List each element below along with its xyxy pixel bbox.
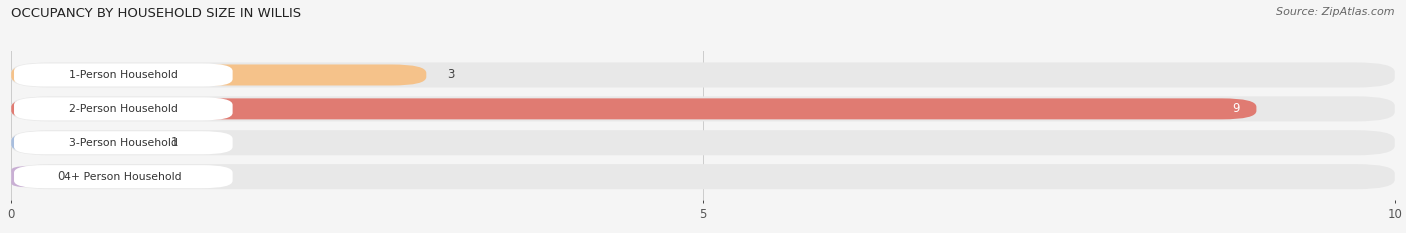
- Text: OCCUPANCY BY HOUSEHOLD SIZE IN WILLIS: OCCUPANCY BY HOUSEHOLD SIZE IN WILLIS: [11, 7, 301, 20]
- FancyBboxPatch shape: [11, 132, 149, 153]
- FancyBboxPatch shape: [11, 62, 1395, 88]
- Text: 0: 0: [56, 170, 65, 183]
- Text: 3-Person Household: 3-Person Household: [69, 138, 177, 148]
- FancyBboxPatch shape: [14, 131, 232, 154]
- Text: 1-Person Household: 1-Person Household: [69, 70, 177, 80]
- Text: 1: 1: [170, 136, 177, 149]
- FancyBboxPatch shape: [11, 98, 1257, 119]
- FancyBboxPatch shape: [14, 165, 232, 188]
- FancyBboxPatch shape: [11, 96, 1395, 121]
- FancyBboxPatch shape: [11, 166, 37, 187]
- FancyBboxPatch shape: [11, 164, 1395, 189]
- Text: Source: ZipAtlas.com: Source: ZipAtlas.com: [1277, 7, 1395, 17]
- Text: 4+ Person Household: 4+ Person Household: [65, 172, 183, 182]
- Text: 9: 9: [1232, 102, 1240, 115]
- Text: 3: 3: [447, 69, 454, 82]
- FancyBboxPatch shape: [14, 63, 232, 86]
- FancyBboxPatch shape: [11, 65, 426, 86]
- FancyBboxPatch shape: [11, 130, 1395, 155]
- Text: 2-Person Household: 2-Person Household: [69, 104, 177, 114]
- FancyBboxPatch shape: [14, 97, 232, 120]
